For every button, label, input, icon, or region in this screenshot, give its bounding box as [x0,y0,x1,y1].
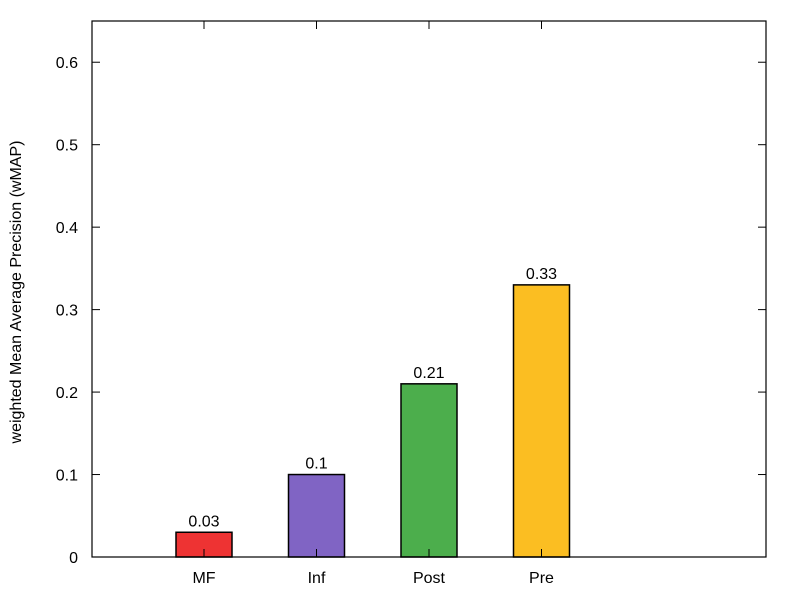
y-tick-label: 0 [69,550,78,567]
y-tick-label: 0.5 [56,138,78,155]
bar-post [400,383,458,558]
y-tick-label: 0.1 [56,468,78,485]
x-tick-label-mf: MF [192,570,215,587]
y-axis-ticks: 0 0.1 0.2 0.3 0.4 0.5 0.6 [56,55,766,567]
plot-frame [91,20,767,558]
x-axis-ticks: MF Inf Post Pre [192,21,554,587]
bar-inf [287,473,346,558]
x-tick-label-pre: Pre [529,570,554,587]
y-tick-label: 0.2 [56,385,78,402]
data-label-post: 0.21 [413,365,444,382]
y-axis-label: weighted Mean Average Precision (wMAP) [8,141,25,445]
data-label-pre: 0.33 [526,266,557,283]
bar-pre [512,284,571,558]
y-tick-label: 0.4 [56,220,78,237]
x-tick-label-post: Post [413,570,446,587]
data-label-mf: 0.03 [188,513,219,530]
y-tick-label: 0.3 [56,303,78,320]
data-label-inf: 0.1 [305,456,327,473]
x-tick-label-inf: Inf [308,570,326,587]
y-tick-label: 0.6 [56,55,78,72]
bar-series: 0.03 0.1 0.21 0.33 [175,266,571,558]
